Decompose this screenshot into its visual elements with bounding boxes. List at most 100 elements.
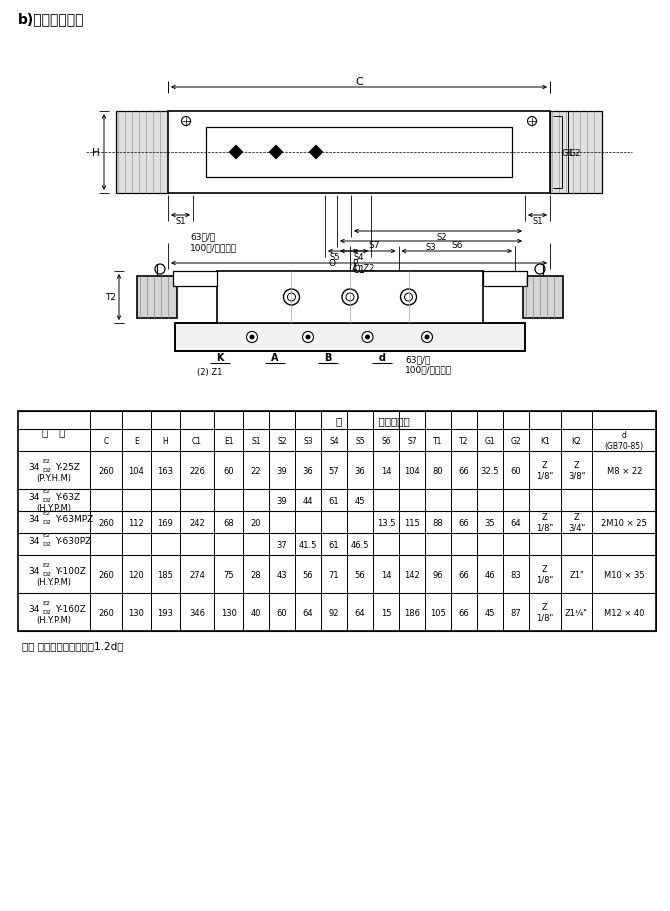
Text: S4: S4 (354, 253, 364, 262)
Bar (18, 412, 656, 631)
Text: Z
3/4": Z 3/4" (568, 513, 585, 532)
Text: 34: 34 (29, 604, 40, 613)
Circle shape (302, 333, 314, 343)
Text: 80: 80 (433, 466, 444, 475)
Text: Y-100Z: Y-100Z (55, 566, 86, 575)
Text: 163: 163 (157, 466, 173, 475)
Text: 100升/分无此孔: 100升/分无此孔 (405, 365, 452, 374)
Text: 242: 242 (189, 518, 205, 527)
Text: S2: S2 (437, 233, 448, 242)
Circle shape (425, 335, 429, 340)
Text: 185: 185 (157, 570, 173, 578)
Text: 型   号: 型 号 (42, 426, 66, 436)
Text: Y-25Z: Y-25Z (55, 462, 80, 471)
Text: 105: 105 (430, 608, 446, 617)
Text: 14: 14 (381, 570, 391, 578)
Circle shape (362, 333, 373, 343)
Text: 32.5: 32.5 (480, 466, 499, 475)
Text: 40: 40 (251, 608, 261, 617)
Text: S6: S6 (381, 436, 391, 445)
Text: Z1": Z1" (570, 570, 584, 578)
Text: E2: E2 (42, 488, 50, 494)
Text: Z
1/8": Z 1/8" (536, 565, 553, 584)
Text: S3: S3 (425, 243, 436, 252)
Bar (523, 277, 563, 319)
Text: 35: 35 (484, 518, 495, 527)
Text: 226: 226 (189, 466, 205, 475)
Text: 34: 34 (29, 536, 40, 545)
Text: S1: S1 (532, 217, 543, 226)
Text: 186: 186 (404, 608, 420, 617)
Text: 15: 15 (381, 608, 391, 617)
Text: S7: S7 (407, 436, 417, 445)
Text: O: O (328, 260, 336, 268)
Text: D2: D2 (42, 519, 51, 525)
Polygon shape (269, 146, 283, 159)
Text: G2: G2 (511, 436, 521, 445)
Text: d: d (379, 353, 385, 363)
Text: 260: 260 (98, 608, 114, 617)
Text: 36: 36 (354, 466, 365, 475)
Bar (116, 112, 168, 194)
Text: 22: 22 (251, 466, 261, 475)
Text: E1: E1 (224, 436, 233, 445)
Text: (2) Z1: (2) Z1 (197, 367, 222, 376)
Text: E2: E2 (42, 458, 50, 464)
Bar (550, 112, 602, 194)
Bar (175, 323, 525, 352)
Bar (483, 271, 527, 287)
Text: 28: 28 (251, 570, 261, 578)
Text: E: E (134, 436, 139, 445)
Text: 45: 45 (484, 608, 495, 617)
Text: 130: 130 (220, 608, 237, 617)
Text: 60: 60 (277, 608, 287, 617)
Text: 66: 66 (458, 466, 470, 475)
Text: T2: T2 (105, 293, 117, 302)
Text: 92: 92 (329, 608, 339, 617)
Text: 71: 71 (329, 570, 339, 578)
Text: D2: D2 (42, 541, 51, 547)
Text: b)（三位四位）: b)（三位四位） (18, 12, 84, 26)
Polygon shape (229, 146, 243, 159)
Text: E2: E2 (42, 532, 50, 537)
Text: B: B (324, 353, 332, 363)
Circle shape (365, 335, 370, 340)
Text: Y-160Z: Y-160Z (55, 604, 86, 613)
Text: Z
1/8": Z 1/8" (536, 461, 553, 480)
Text: (H.Y.P.M): (H.Y.P.M) (36, 616, 72, 625)
Text: 75: 75 (223, 570, 234, 578)
Text: C: C (355, 77, 363, 87)
Text: T1: T1 (433, 436, 443, 445)
Text: 260: 260 (98, 518, 114, 527)
Text: D2: D2 (42, 497, 51, 503)
Text: 注： 安装螺钉伸出长度约1.2d。: 注： 安装螺钉伸出长度约1.2d。 (22, 640, 123, 650)
Text: 66: 66 (458, 570, 470, 578)
Text: 346: 346 (189, 608, 205, 617)
Text: 尺          寸（毫米）: 尺 寸（毫米） (336, 415, 410, 425)
Text: d
(GB70-85): d (GB70-85) (604, 431, 644, 450)
Text: Y-630PZ: Y-630PZ (55, 536, 91, 545)
Text: 64: 64 (354, 608, 365, 617)
Text: K2: K2 (572, 436, 582, 445)
Text: 39: 39 (277, 466, 287, 475)
Text: E2: E2 (42, 510, 50, 516)
Text: 44: 44 (303, 496, 314, 505)
Text: S4: S4 (329, 436, 339, 445)
Circle shape (306, 335, 310, 340)
Text: 45: 45 (354, 496, 365, 505)
Text: C: C (103, 436, 109, 445)
Text: H: H (162, 436, 168, 445)
Text: 115: 115 (404, 518, 420, 527)
Text: 100升/分无此孔: 100升/分无此孔 (190, 243, 237, 252)
Bar (206, 128, 512, 178)
Text: 34: 34 (29, 492, 40, 501)
Bar (137, 277, 177, 319)
Text: 66: 66 (458, 608, 470, 617)
Text: Z
1/8": Z 1/8" (536, 513, 553, 532)
Text: Z1¹⁄₄": Z1¹⁄₄" (565, 608, 588, 617)
Text: 34: 34 (29, 514, 40, 523)
Circle shape (247, 333, 257, 343)
Text: 64: 64 (511, 518, 521, 527)
Text: 57: 57 (329, 466, 339, 475)
Text: 20: 20 (251, 518, 261, 527)
